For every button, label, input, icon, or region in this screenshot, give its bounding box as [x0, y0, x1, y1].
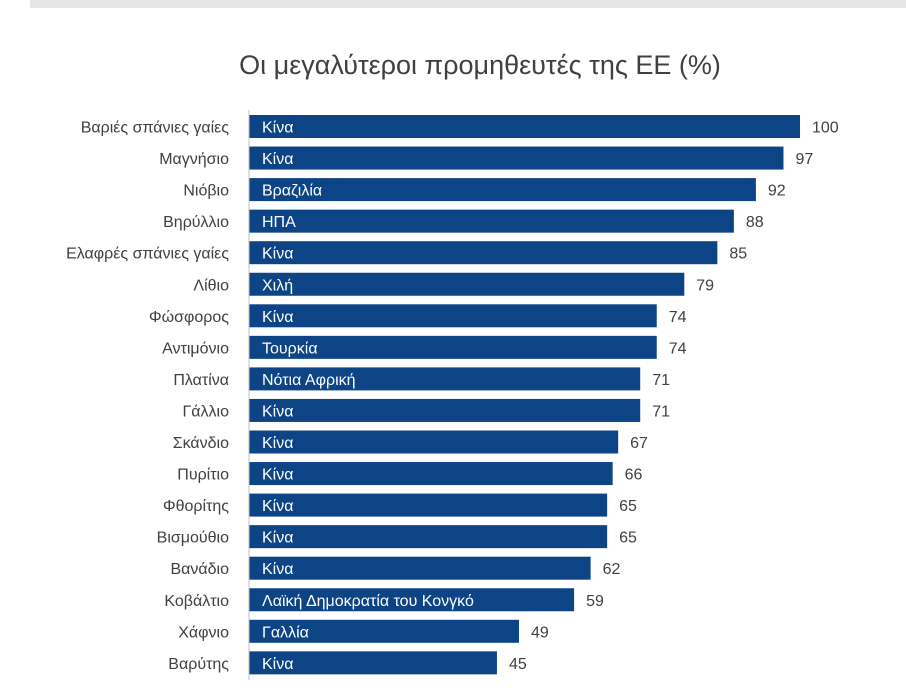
bar-supplier-label: Κίνα: [262, 120, 293, 137]
bar-supplier-label: Νότια Αφρική: [262, 372, 356, 389]
bar: [249, 241, 718, 265]
data-label: 62: [603, 561, 621, 578]
data-label: 59: [586, 593, 604, 610]
data-label: 67: [630, 435, 648, 452]
data-label: 71: [652, 403, 670, 420]
bar: [249, 209, 734, 233]
bar-supplier-label: Κίνα: [262, 246, 293, 263]
bar: [249, 588, 575, 612]
data-label: 65: [619, 498, 637, 515]
bar-supplier-label: Κίνα: [262, 467, 293, 484]
bar: [249, 619, 519, 643]
category-label: Σκάνδιο: [173, 435, 229, 452]
data-label: 85: [729, 246, 747, 263]
bar: [249, 367, 641, 391]
category-label: Ελαφρές σπάνιες γαίες: [66, 246, 229, 263]
bar-supplier-label: Κίνα: [262, 403, 293, 420]
bar-supplier-label: Κίνα: [262, 530, 293, 547]
category-label: Γάλλιο: [182, 403, 229, 420]
bar-supplier-label: Κίνα: [262, 656, 293, 673]
bar: [249, 525, 608, 549]
bar-supplier-label: Κίνα: [262, 498, 293, 515]
category-label: Βαριές σπάνιες γαίες: [81, 120, 230, 137]
bar: [249, 304, 657, 328]
bar: [249, 493, 608, 517]
category-label: Κοβάλτιο: [164, 593, 229, 610]
bar: [249, 146, 784, 170]
category-label: Φθορίτης: [163, 498, 229, 515]
data-label: 88: [746, 214, 764, 231]
bar-supplier-label: Κίνα: [262, 309, 293, 326]
data-label: 97: [795, 151, 813, 168]
data-label: 45: [509, 656, 527, 673]
bar-supplier-label: Κίνα: [262, 435, 293, 452]
data-label: 92: [768, 183, 786, 200]
bar-supplier-label: Κίνα: [262, 561, 293, 578]
data-label: 74: [669, 340, 687, 357]
category-label: Πυρίτιο: [177, 467, 229, 484]
bar-supplier-label: ΗΠΑ: [262, 214, 296, 231]
bar: [249, 430, 619, 454]
data-label: 100: [812, 120, 839, 137]
category-label: Λίθιο: [193, 277, 229, 294]
bar-supplier-label: Χιλή: [262, 277, 293, 294]
category-label: Βισμούθιο: [157, 530, 229, 547]
data-label: 74: [669, 309, 687, 326]
bar: [249, 556, 591, 580]
bar-supplier-label: Λαϊκή Δημοκρατία του Κονγκό: [262, 593, 474, 610]
data-label: 65: [619, 530, 637, 547]
data-label: 79: [696, 277, 714, 294]
category-label: Χάφνιο: [178, 624, 229, 641]
category-label: Βανάδιο: [170, 561, 229, 578]
category-label: Μαγνήσιο: [159, 151, 229, 168]
category-label: Βηρύλλιο: [163, 214, 229, 231]
data-label: 71: [652, 372, 670, 389]
category-label: Βαρύτης: [168, 656, 229, 673]
bar: [249, 651, 497, 675]
bar: [249, 115, 800, 138]
data-label: 49: [531, 624, 549, 641]
bar: [249, 398, 641, 422]
bar: [249, 335, 657, 359]
chart-title: Οι μεγαλύτεροι προμηθευτές της ΕΕ (%): [239, 50, 721, 80]
bar: [249, 462, 613, 486]
top-divider-strip: [30, 0, 906, 8]
bar-supplier-label: Κίνα: [262, 151, 293, 168]
bar-supplier-label: Γαλλία: [262, 624, 309, 641]
category-label: Αντιμόνιο: [162, 340, 229, 357]
bar-supplier-label: Τουρκία: [262, 340, 318, 357]
category-label: Νιόβιο: [183, 183, 229, 200]
bar: [249, 178, 756, 202]
bar-supplier-label: Βραζιλία: [262, 183, 322, 200]
bar: [249, 272, 685, 296]
category-label: Φώσφορος: [149, 309, 229, 326]
data-label: 66: [625, 467, 643, 484]
category-label: Πλατίνα: [173, 372, 229, 389]
